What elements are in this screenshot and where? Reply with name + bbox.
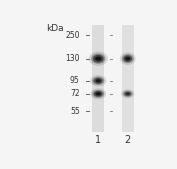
Ellipse shape — [89, 52, 108, 66]
Text: 95: 95 — [70, 76, 80, 85]
Bar — [122, 26, 134, 131]
Ellipse shape — [93, 55, 104, 63]
Ellipse shape — [120, 52, 136, 65]
Ellipse shape — [92, 90, 104, 98]
Ellipse shape — [96, 92, 101, 95]
Ellipse shape — [96, 79, 101, 82]
Ellipse shape — [92, 77, 104, 85]
Ellipse shape — [124, 91, 132, 96]
Text: 250: 250 — [65, 31, 80, 40]
Ellipse shape — [91, 54, 105, 64]
Text: kDa: kDa — [46, 23, 64, 33]
Ellipse shape — [122, 54, 134, 63]
Ellipse shape — [94, 78, 103, 84]
Ellipse shape — [90, 88, 106, 99]
Text: 130: 130 — [65, 54, 80, 63]
Text: 55: 55 — [70, 107, 80, 116]
Ellipse shape — [95, 57, 101, 61]
Ellipse shape — [123, 90, 133, 97]
Ellipse shape — [90, 75, 107, 87]
Ellipse shape — [123, 55, 132, 62]
Bar — [92, 26, 104, 131]
Text: 1: 1 — [95, 135, 101, 145]
Text: 72: 72 — [70, 89, 80, 98]
Ellipse shape — [125, 92, 130, 95]
Text: 2: 2 — [125, 135, 131, 145]
Ellipse shape — [94, 91, 103, 97]
Ellipse shape — [125, 57, 130, 61]
Ellipse shape — [121, 89, 135, 99]
